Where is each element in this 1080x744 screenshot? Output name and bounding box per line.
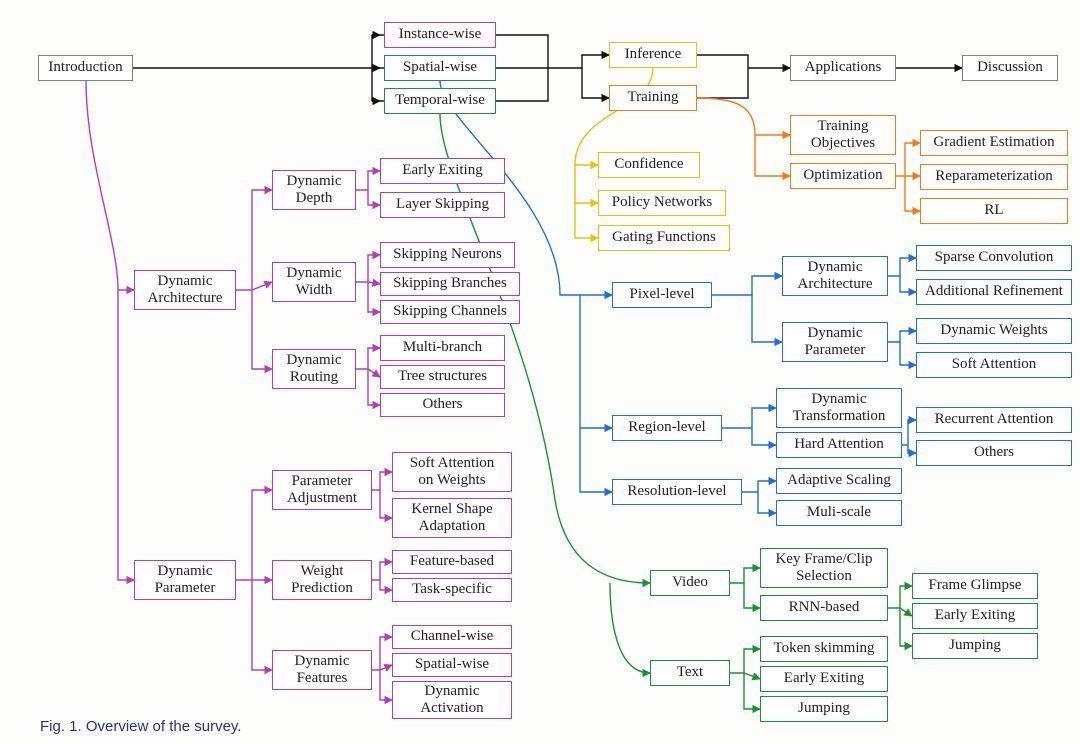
- node-chw: Channel-wise: [392, 625, 512, 649]
- node-aref: Additional Refinement: [916, 279, 1072, 305]
- node-train: Training: [609, 85, 697, 111]
- node-oth2: Others: [916, 440, 1072, 466]
- node-ddepth: Dynamic Depth: [272, 170, 356, 210]
- node-dtrans: Dynamic Transformation: [776, 388, 902, 428]
- node-polnet: Policy Networks: [598, 190, 726, 216]
- node-tok: Token skimming: [760, 636, 888, 662]
- node-ee2: Early Exiting: [760, 666, 888, 692]
- node-pix: Pixel-level: [612, 282, 712, 308]
- node-droute: Dynamic Routing: [272, 349, 356, 389]
- node-disc: Discussion: [962, 55, 1058, 81]
- node-spw2: Spatial-wise: [392, 653, 512, 677]
- node-tspec: Task-specific: [392, 578, 512, 602]
- node-lskip: Layer Skipping: [380, 192, 505, 218]
- node-grad: Gradient Estimation: [920, 130, 1068, 156]
- node-saw: Soft Attention on Weights: [392, 452, 512, 492]
- node-dwidth: Dynamic Width: [272, 262, 356, 302]
- node-sconv: Sparse Convolution: [916, 245, 1072, 271]
- node-repar: Reparameterization: [920, 164, 1068, 190]
- node-kfc: Key Frame/Clip Selection: [760, 548, 888, 588]
- node-jmp3: Jumping: [912, 633, 1038, 659]
- node-darch: Dynamic Architecture: [134, 270, 236, 310]
- node-rl: RL: [920, 198, 1068, 224]
- node-sneu: Skipping Neurons: [380, 242, 515, 268]
- node-darch2: Dynamic Architecture: [782, 256, 888, 296]
- node-ratt: Recurrent Attention: [916, 407, 1072, 433]
- node-spatw: Spatial-wise: [384, 55, 496, 81]
- node-oth1: Others: [380, 393, 505, 417]
- node-tempw: Temporal-wise: [384, 88, 496, 114]
- node-rnn: RNN-based: [760, 595, 888, 621]
- node-fgl: Frame Glimpse: [912, 573, 1038, 599]
- node-conf: Confidence: [598, 152, 700, 178]
- node-ascale: Adaptive Scaling: [776, 468, 902, 494]
- node-sbra: Skipping Branches: [380, 272, 520, 296]
- node-video: Video: [650, 570, 730, 596]
- node-reg: Region-level: [612, 415, 722, 441]
- node-mscale: Muli-scale: [776, 500, 902, 526]
- node-eexit: Early Exiting: [380, 158, 505, 184]
- node-wpred: Weight Prediction: [272, 560, 372, 600]
- node-ksa: Kernel Shape Adaptation: [392, 498, 512, 538]
- node-satt: Soft Attention: [916, 352, 1072, 378]
- node-text: Text: [650, 660, 730, 686]
- node-dynact: Dynamic Activation: [392, 681, 512, 719]
- node-dparam2: Dynamic Parameter: [782, 322, 888, 362]
- node-dfeat: Dynamic Features: [272, 650, 372, 690]
- node-gate: Gating Functions: [598, 225, 730, 251]
- node-fbased: Feature-based: [392, 550, 512, 574]
- node-padj: Parameter Adjustment: [272, 470, 372, 510]
- node-dwei: Dynamic Weights: [916, 318, 1072, 344]
- node-mbr: Multi-branch: [380, 335, 505, 361]
- node-intro: Introduction: [38, 55, 133, 81]
- node-hatt: Hard Attention: [776, 432, 902, 458]
- node-ee3: Early Exiting: [912, 603, 1038, 629]
- node-res: Resolution-level: [612, 479, 742, 505]
- node-tobj: Training Objectives: [790, 115, 896, 155]
- node-jmp2: Jumping: [760, 696, 888, 722]
- node-infer: Inference: [609, 42, 697, 68]
- node-schan: Skipping Channels: [380, 300, 520, 324]
- node-apps: Applications: [790, 55, 896, 81]
- figure-caption: Fig. 1. Overview of the survey.: [40, 718, 241, 735]
- node-dparam: Dynamic Parameter: [134, 560, 236, 600]
- node-instw: Instance-wise: [384, 22, 496, 48]
- node-trees: Tree structures: [380, 365, 505, 389]
- node-optim: Optimization: [790, 163, 896, 189]
